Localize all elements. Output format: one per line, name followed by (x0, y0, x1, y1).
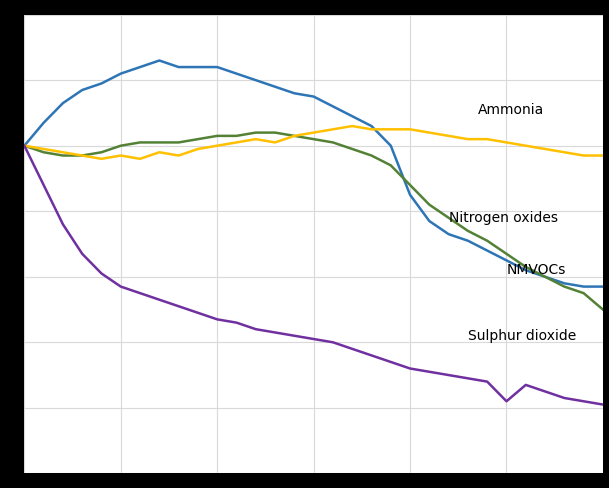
Text: Nitrogen oxides: Nitrogen oxides (449, 211, 558, 225)
Text: NMVOCs: NMVOCs (507, 263, 566, 277)
Text: Ammonia: Ammonia (477, 102, 544, 117)
Text: Sulphur dioxide: Sulphur dioxide (468, 329, 576, 343)
